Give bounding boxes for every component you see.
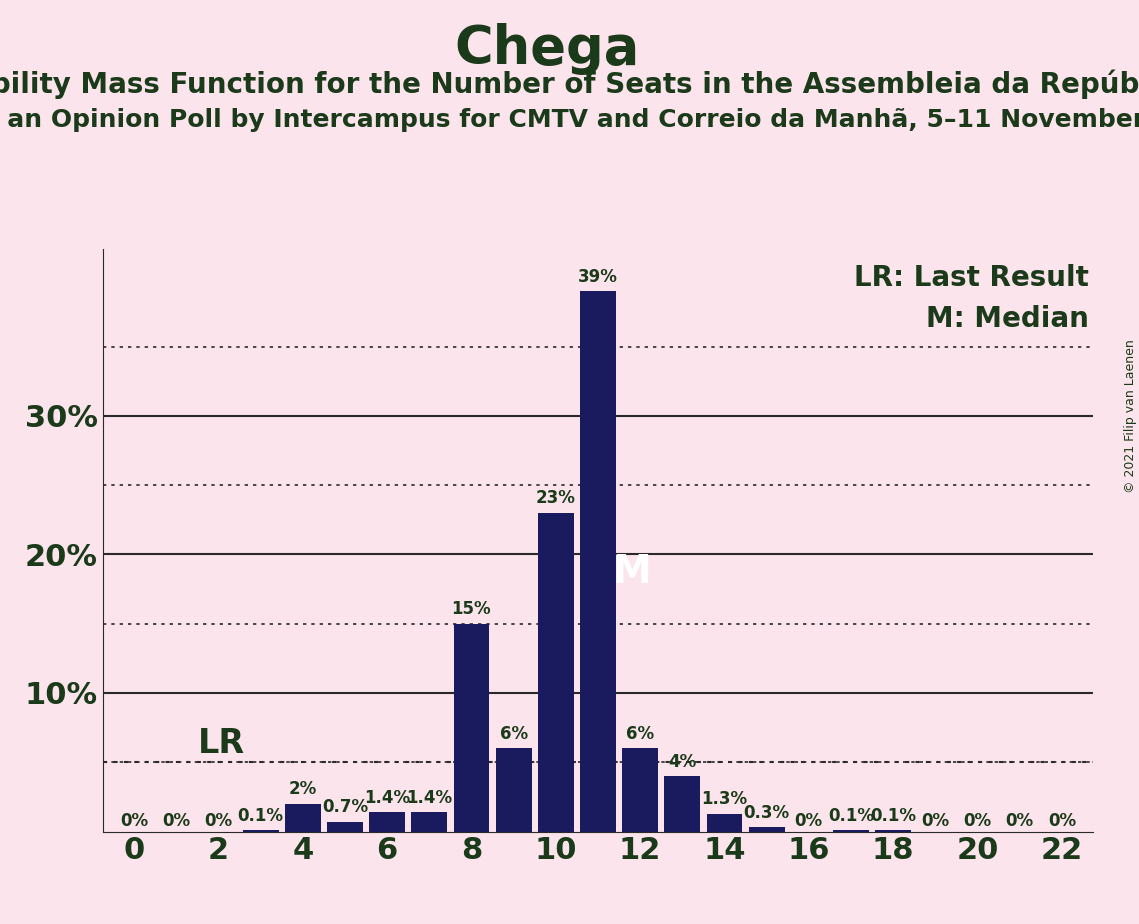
Bar	[706, 813, 743, 832]
Bar	[833, 830, 869, 832]
Text: 23%: 23%	[535, 490, 575, 507]
Text: 0%: 0%	[120, 811, 148, 830]
Bar	[664, 776, 700, 832]
Bar	[411, 812, 448, 832]
Text: 0%: 0%	[964, 811, 992, 830]
Text: LR: Last Result: LR: Last Result	[853, 264, 1089, 292]
Text: 0.7%: 0.7%	[322, 798, 368, 817]
Text: sed on an Opinion Poll by Intercampus for CMTV and Correio da Manhã, 5–11 Novemb: sed on an Opinion Poll by Intercampus fo…	[0, 108, 1139, 132]
Text: 0%: 0%	[1006, 811, 1034, 830]
Text: 6%: 6%	[500, 725, 527, 743]
Bar	[538, 513, 574, 832]
Text: 4%: 4%	[669, 753, 696, 771]
Text: 1.4%: 1.4%	[364, 789, 410, 807]
Text: Chega: Chega	[454, 23, 639, 75]
Bar	[875, 830, 911, 832]
Bar	[495, 748, 532, 832]
Bar	[285, 804, 321, 832]
Text: 0.1%: 0.1%	[870, 807, 916, 824]
Bar	[622, 748, 658, 832]
Text: 0.1%: 0.1%	[828, 807, 874, 824]
Bar	[369, 812, 405, 832]
Text: M: Median: M: Median	[926, 305, 1089, 333]
Text: 0%: 0%	[204, 811, 232, 830]
Bar	[243, 830, 279, 832]
Bar	[453, 624, 490, 832]
Text: Probability Mass Function for the Number of Seats in the Assembleia da República: Probability Mass Function for the Number…	[0, 69, 1139, 99]
Bar	[580, 291, 616, 832]
Text: 6%: 6%	[626, 725, 654, 743]
Text: 2%: 2%	[288, 781, 317, 798]
Text: 0.3%: 0.3%	[744, 804, 789, 822]
Text: 0%: 0%	[795, 811, 822, 830]
Text: © 2021 Filip van Laenen: © 2021 Filip van Laenen	[1124, 339, 1137, 492]
Text: 0.1%: 0.1%	[238, 807, 284, 824]
Text: M: M	[613, 553, 652, 591]
Text: 0%: 0%	[162, 811, 190, 830]
Text: 39%: 39%	[577, 268, 618, 286]
Bar	[327, 822, 363, 832]
Text: 1.4%: 1.4%	[407, 789, 452, 807]
Text: 15%: 15%	[452, 601, 491, 618]
Text: 0%: 0%	[921, 811, 950, 830]
Text: LR: LR	[197, 726, 245, 760]
Text: 1.3%: 1.3%	[702, 790, 747, 808]
Bar	[748, 828, 785, 832]
Text: 0%: 0%	[1048, 811, 1076, 830]
